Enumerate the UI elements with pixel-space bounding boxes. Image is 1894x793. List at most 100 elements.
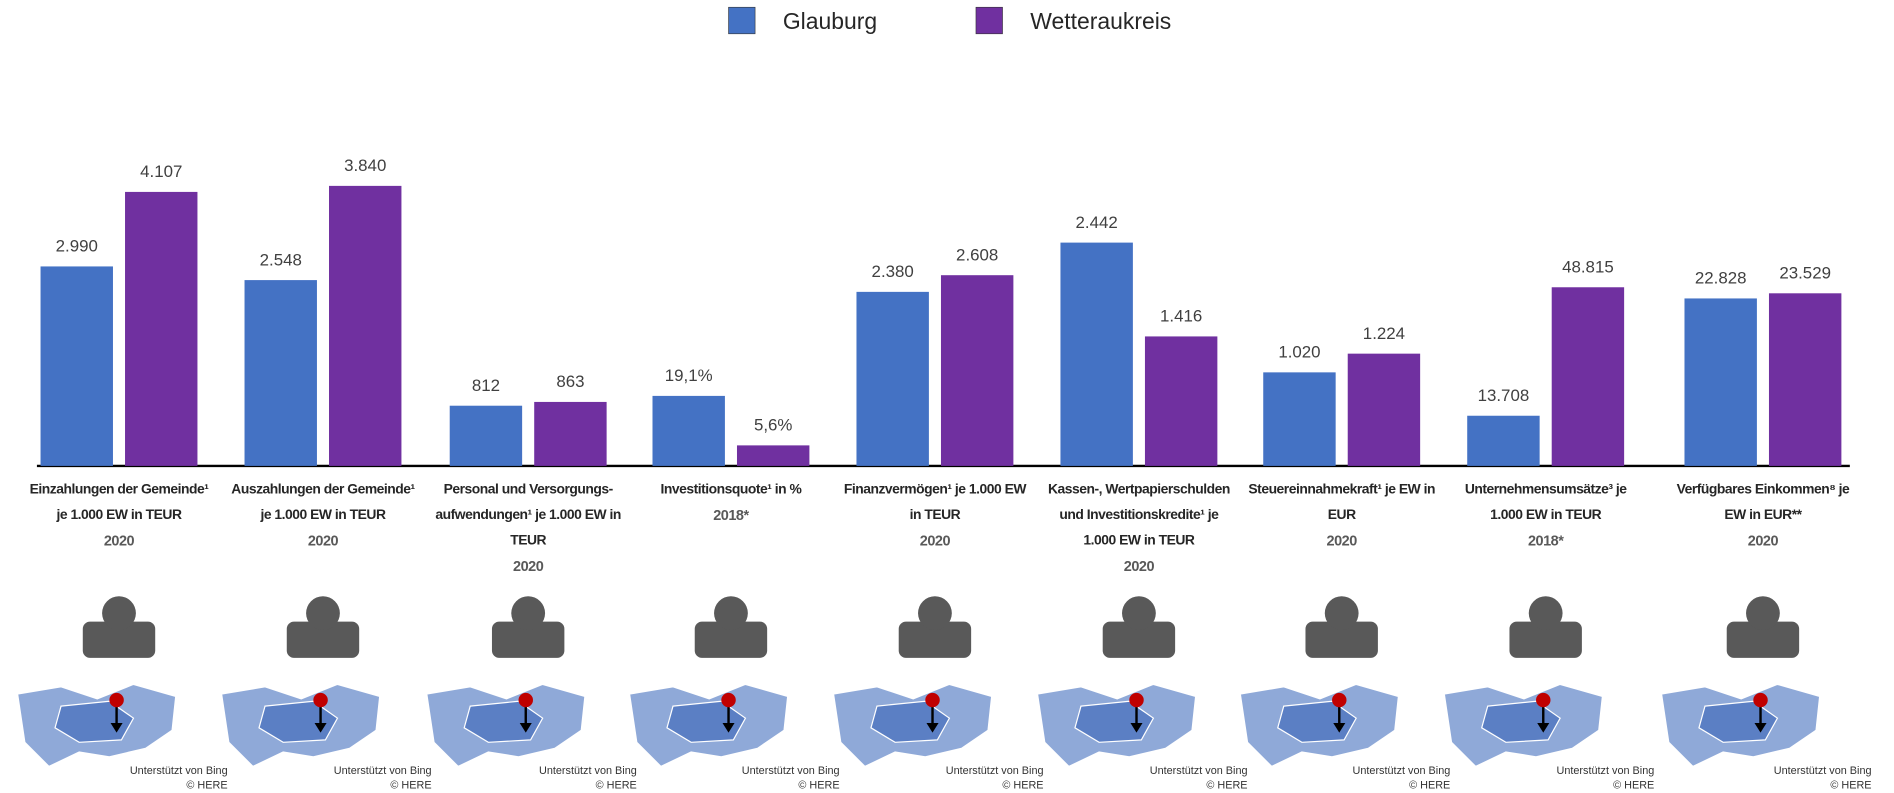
data-label: 5,6% <box>754 416 792 435</box>
map-region <box>1074 700 1155 743</box>
icon-shape <box>1324 596 1359 631</box>
data-label: 13.708 <box>1478 386 1530 405</box>
data-label: 1.224 <box>1363 324 1405 343</box>
category-text: Unternehmensumsätze³ je 1.000 EW in TEUR… <box>1452 478 1640 554</box>
icon-shape <box>898 621 972 658</box>
data-label: 2.548 <box>260 250 302 269</box>
year: 2020 <box>103 532 135 550</box>
map <box>16 683 177 768</box>
year: 2020 <box>1747 532 1779 550</box>
data-label: 1.416 <box>1160 307 1202 326</box>
icon-shape <box>1305 621 1378 658</box>
map-region <box>870 700 951 743</box>
data-label: 48.815 <box>1562 257 1614 276</box>
map-credit: © HERE <box>1830 780 1871 792</box>
map <box>1239 683 1400 768</box>
map-pin-head <box>314 722 327 733</box>
data-label: 2.442 <box>1076 213 1118 232</box>
data-label: 1.020 <box>1278 343 1320 362</box>
map <box>628 683 789 768</box>
data-label: 2.608 <box>956 245 998 264</box>
map <box>1443 683 1604 768</box>
bar <box>1144 336 1218 466</box>
data-label: 23.529 <box>1779 263 1831 282</box>
bar <box>1768 293 1842 466</box>
bar <box>1551 287 1625 466</box>
icon-shape <box>918 596 952 631</box>
icon <box>1726 596 1800 658</box>
map-credit: © HERE <box>390 780 431 792</box>
category-label: Unternehmensumsätze³ je 1.000 EW in TEUR… <box>1452 478 1640 554</box>
map-credit: Unterstützt von Bing <box>539 765 637 777</box>
icon <box>1102 596 1176 658</box>
map-pin-head <box>1333 722 1346 733</box>
map-credit: © HERE <box>596 780 637 792</box>
category-label: Einzahlungen der Gemeinde¹ je 1.000 EW i… <box>25 478 213 554</box>
legend-swatch <box>975 6 1003 35</box>
map <box>1660 683 1821 768</box>
map-pin <box>109 692 124 708</box>
bar <box>856 291 929 466</box>
legend-label: Glauburg <box>783 8 877 34</box>
bar <box>534 401 607 466</box>
map-credit: © HERE <box>798 780 839 792</box>
bar <box>1467 415 1540 466</box>
data-label: 863 <box>556 372 584 391</box>
year: 2018* <box>1527 532 1564 550</box>
map <box>220 683 381 768</box>
map-credit: Unterstützt von Bing <box>1557 765 1655 777</box>
bar <box>1060 242 1133 466</box>
map-pin-head <box>110 722 123 733</box>
year: 2020 <box>919 532 951 550</box>
category-text: Kassen-, Wertpapierschulden und Investit… <box>1045 478 1233 579</box>
map-pin-head <box>1130 722 1143 733</box>
icon-shape <box>1726 621 1800 658</box>
icon <box>1305 596 1378 658</box>
category-text: Verfügbares Einkommen⁸ je EW in EUR** 202… <box>1669 478 1857 554</box>
map <box>832 683 993 768</box>
data-label: 2.380 <box>872 262 914 281</box>
map-credit: Unterstützt von Bing <box>334 765 432 777</box>
map-pin <box>313 692 328 708</box>
map-region <box>1480 700 1561 743</box>
map-credit: Unterstützt von Bing <box>130 765 228 777</box>
map-pin <box>1332 692 1347 708</box>
legend-swatch <box>728 6 756 35</box>
year: 2020 <box>1326 532 1358 550</box>
map <box>426 683 586 768</box>
year: 2018* <box>713 506 749 524</box>
icon <box>286 596 360 658</box>
icon-shape <box>491 621 565 658</box>
map-credit: © HERE <box>1206 780 1247 792</box>
map-pin-head <box>926 722 939 733</box>
icon-shape <box>286 621 360 658</box>
map <box>1036 683 1197 768</box>
icon-shape <box>82 621 156 658</box>
bar <box>1684 298 1757 466</box>
map-region <box>1698 700 1779 743</box>
map-pin <box>1753 692 1768 708</box>
bar <box>1263 372 1336 466</box>
category-label: Investitionsquote¹ in %2018* <box>661 483 802 524</box>
map-credit: © HERE <box>1613 780 1654 792</box>
icon-shape <box>1746 596 1780 631</box>
map-credit: Unterstützt von Bing <box>1353 765 1451 777</box>
data-label: 3.840 <box>344 156 386 175</box>
icon-shape <box>694 621 768 658</box>
bar <box>1347 353 1421 466</box>
category-text: Personal und Versorgungs-aufwendungen¹ j… <box>434 478 622 579</box>
icon-shape <box>306 596 340 631</box>
icon-shape <box>714 596 748 631</box>
bar <box>652 395 725 466</box>
category-text: Einzahlungen der Gemeinde¹ je 1.000 EW i… <box>25 478 213 554</box>
map-credit: Unterstützt von Bing <box>1774 765 1872 777</box>
bar <box>329 185 402 466</box>
bar <box>449 405 523 466</box>
data-label: 22.828 <box>1695 269 1747 288</box>
map-pin <box>721 692 736 708</box>
icon <box>491 596 565 658</box>
map-credit: Unterstützt von Bing <box>946 765 1044 777</box>
data-label: 19,1% <box>665 366 713 385</box>
map-pin-head <box>1754 722 1767 733</box>
bar <box>125 191 198 466</box>
